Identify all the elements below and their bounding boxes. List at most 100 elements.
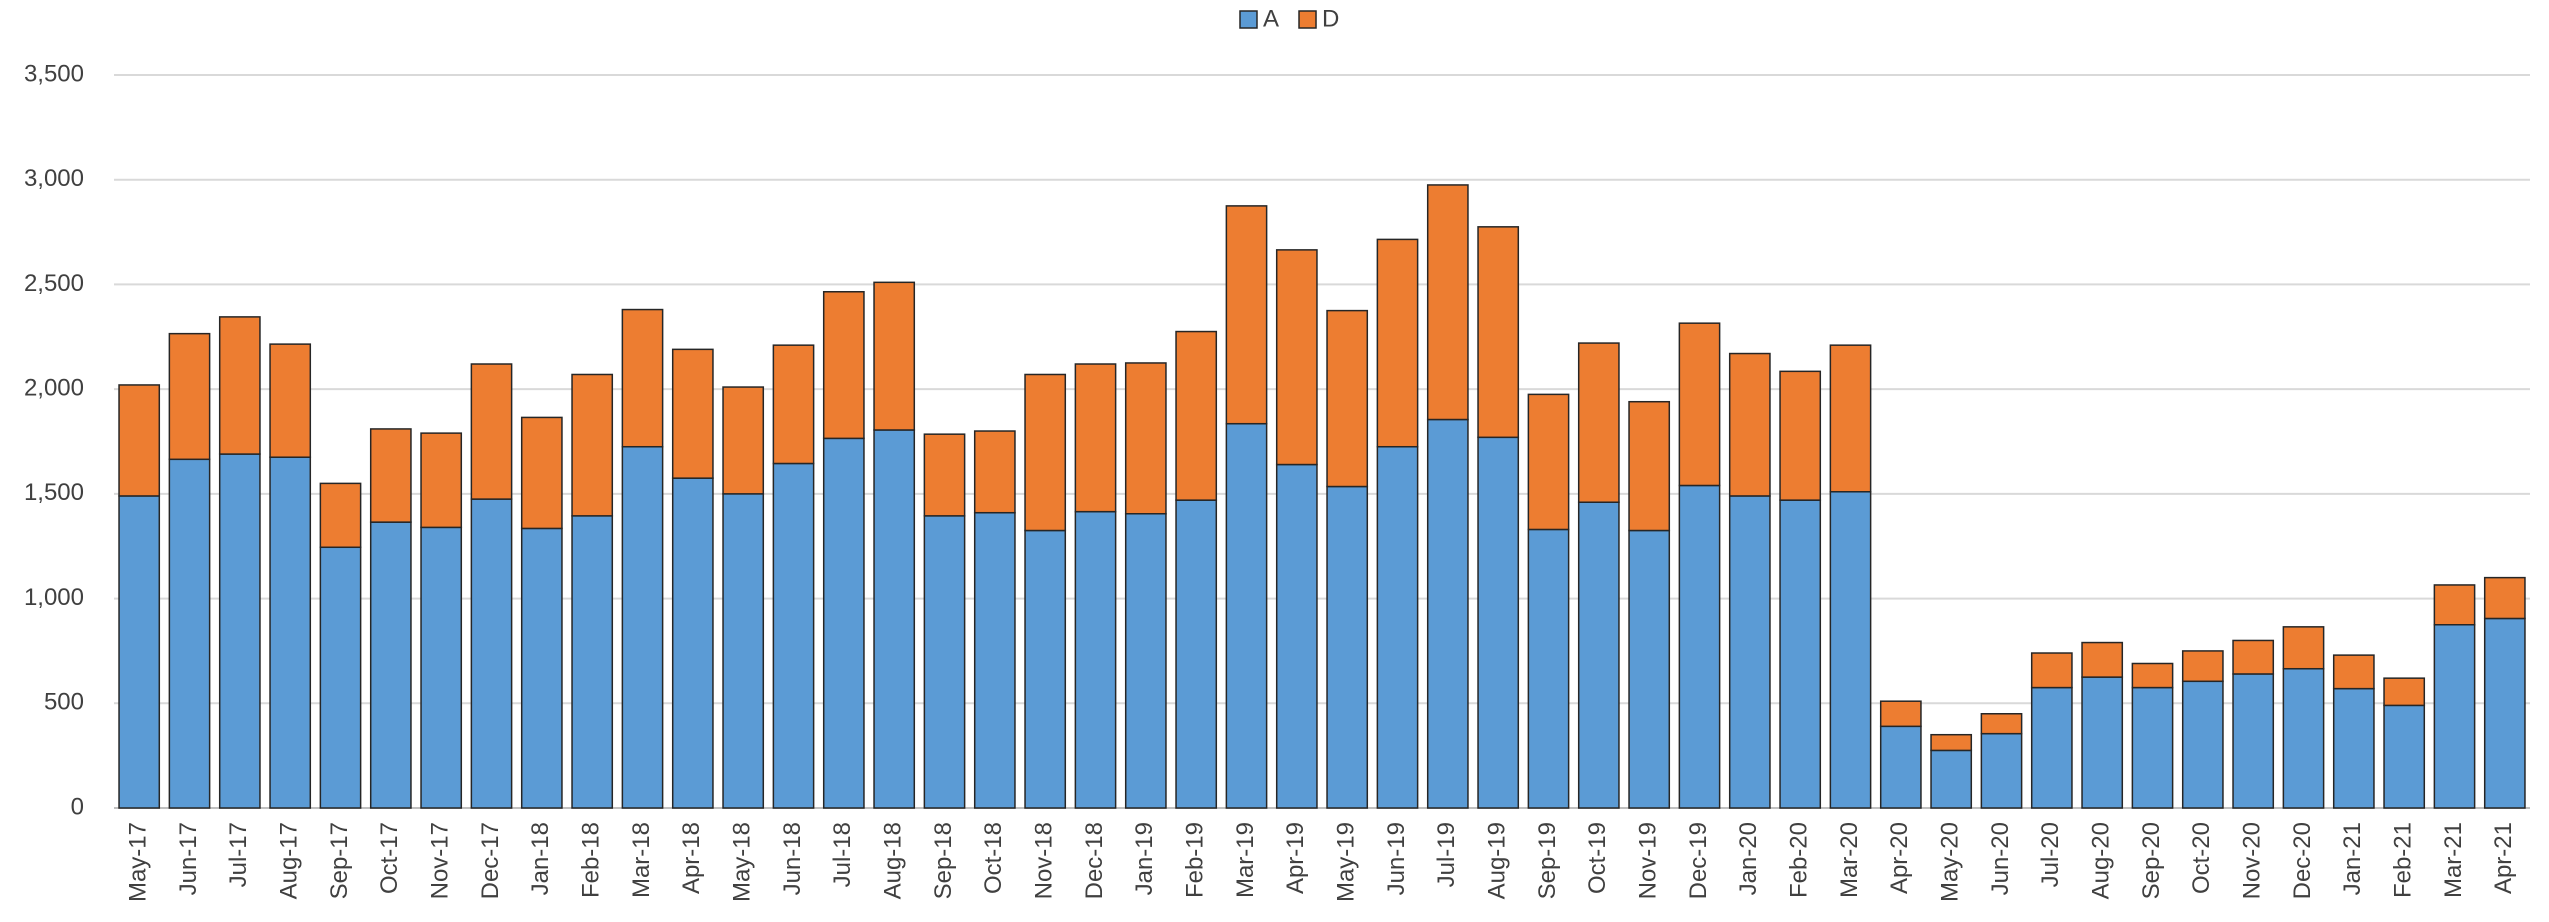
bar-segment <box>1678 484 1721 809</box>
bar-segment <box>2081 676 2124 809</box>
bar-segment <box>420 526 463 809</box>
bar-segment <box>1225 422 1268 809</box>
bar-segment <box>218 316 261 455</box>
x-tick-label: Feb-20 <box>1786 822 1813 898</box>
x-tick-label: Sep-20 <box>2138 822 2165 899</box>
bar-segment <box>2332 654 2375 690</box>
x-tick-label: Jul-18 <box>829 822 856 887</box>
bar-segment <box>1477 226 1520 439</box>
legend-label: D <box>1322 5 1339 32</box>
x-tick-label: Jun-19 <box>1383 822 1410 895</box>
x-tick-label: May-19 <box>1333 822 1360 902</box>
bar-segment <box>722 493 765 809</box>
x-tick-label: Feb-21 <box>2390 822 2417 898</box>
bar-segment <box>1728 352 1771 497</box>
bar-segment <box>1175 330 1218 501</box>
bar-segment <box>873 429 916 809</box>
bar-segment <box>1779 370 1822 501</box>
bar-segment <box>1275 249 1318 466</box>
bar-segment <box>1225 205 1268 425</box>
bar-segment <box>2181 680 2224 809</box>
y-tick-label: 1,500 <box>24 479 84 506</box>
bar-segment <box>1930 749 1973 809</box>
bar-segment <box>1175 499 1218 809</box>
x-tick-label: Mar-18 <box>628 822 655 898</box>
bar-segment <box>671 477 714 809</box>
x-tick-label: Nov-19 <box>1635 822 1662 899</box>
bar-segment <box>1326 309 1369 488</box>
bar-segment <box>168 458 211 809</box>
bar-segment <box>1779 499 1822 809</box>
bar-segment <box>1074 363 1117 513</box>
x-tick-label: Sep-18 <box>930 822 957 899</box>
bar-segment <box>2181 650 2224 683</box>
x-tick-label: Jan-20 <box>1735 822 1762 895</box>
x-tick-label: Mar-20 <box>1836 822 1863 898</box>
bar-segment <box>2433 584 2476 626</box>
bar-segment <box>1024 373 1067 532</box>
bar-segment <box>2232 673 2275 809</box>
bar-segment <box>873 281 916 431</box>
bar-segment <box>1124 362 1167 515</box>
x-tick-label: Apr-21 <box>2490 822 2517 894</box>
x-tick-label: Aug-17 <box>276 822 303 899</box>
bar-segment <box>1577 342 1620 503</box>
x-tick-label: Dec-19 <box>1685 822 1712 899</box>
legend-swatch <box>1239 10 1258 29</box>
bar-segment <box>571 373 614 517</box>
bar-segment <box>2282 626 2325 670</box>
x-tick-label: Aug-18 <box>880 822 907 899</box>
bar-segment <box>2030 652 2073 689</box>
x-tick-label: Oct-17 <box>376 822 403 894</box>
bar-segment <box>973 511 1016 809</box>
x-tick-label: May-18 <box>729 822 756 902</box>
bar-segment <box>168 332 211 461</box>
x-tick-label: Jan-21 <box>2339 822 2366 895</box>
bar-segment <box>621 308 664 448</box>
bar-segment <box>722 386 765 495</box>
bar-segment <box>1376 238 1419 448</box>
x-tick-label: Apr-20 <box>1886 822 1913 894</box>
y-tick-label: 2,000 <box>24 374 84 401</box>
bar-segment <box>1728 495 1771 809</box>
bar-segment <box>2081 641 2124 678</box>
x-tick-label: Feb-19 <box>1182 822 1209 898</box>
x-tick-label: Dec-20 <box>2289 822 2316 899</box>
bar-segment <box>1326 485 1369 809</box>
x-tick-label: Jun-20 <box>1987 822 2014 895</box>
y-tick-label: 2,500 <box>24 270 84 297</box>
bar-segment <box>369 428 412 523</box>
x-tick-label: Jul-20 <box>2037 822 2064 887</box>
bar-segment <box>2282 667 2325 809</box>
x-tick-label: May-20 <box>1937 822 1964 902</box>
x-tick-label: Nov-17 <box>427 822 454 899</box>
bar-segment <box>1124 513 1167 809</box>
bar-segment <box>973 430 1016 514</box>
bar-segment <box>319 482 362 549</box>
bar-segment <box>1527 393 1570 531</box>
bar-segment <box>1829 491 1872 809</box>
y-tick-label: 3,500 <box>24 60 84 87</box>
bar-segment <box>1678 322 1721 487</box>
x-tick-label: Jun-17 <box>175 822 202 895</box>
bar-segment <box>520 416 563 530</box>
legend-label: A <box>1263 5 1279 32</box>
bar-segment <box>2332 687 2375 809</box>
bar-segment <box>1879 725 1922 809</box>
y-tick-label: 3,000 <box>24 165 84 192</box>
bar-segment <box>2030 686 2073 809</box>
bar-segment <box>269 343 312 458</box>
bar-segment <box>772 344 815 465</box>
bar-segment <box>470 498 513 809</box>
x-tick-label: Mar-21 <box>2440 822 2467 898</box>
x-tick-label: Sep-19 <box>1534 822 1561 899</box>
bar-segment <box>1628 400 1671 532</box>
bar-segment <box>118 495 161 809</box>
x-tick-label: Jul-19 <box>1433 822 1460 887</box>
bar-segment <box>1477 436 1520 809</box>
y-tick-label: 500 <box>44 689 84 716</box>
bar-segment <box>1879 700 1922 728</box>
bar-segment <box>118 384 161 497</box>
bar-segment <box>369 521 412 809</box>
